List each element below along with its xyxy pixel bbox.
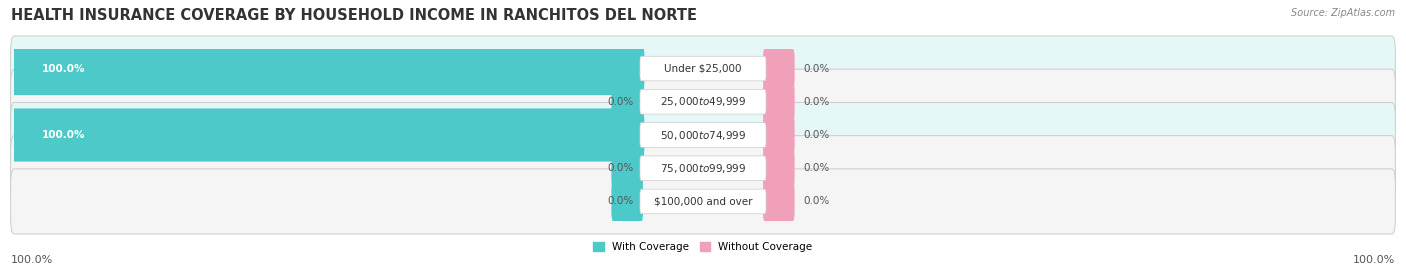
Text: $25,000 to $49,999: $25,000 to $49,999 xyxy=(659,95,747,108)
Text: 0.0%: 0.0% xyxy=(803,163,830,173)
Text: 100.0%: 100.0% xyxy=(42,63,86,73)
FancyBboxPatch shape xyxy=(11,109,644,161)
FancyBboxPatch shape xyxy=(640,123,766,147)
Text: HEALTH INSURANCE COVERAGE BY HOUSEHOLD INCOME IN RANCHITOS DEL NORTE: HEALTH INSURANCE COVERAGE BY HOUSEHOLD I… xyxy=(11,8,697,23)
FancyBboxPatch shape xyxy=(612,82,643,122)
FancyBboxPatch shape xyxy=(11,136,1395,201)
FancyBboxPatch shape xyxy=(640,89,766,114)
Text: 0.0%: 0.0% xyxy=(803,63,830,73)
Text: $50,000 to $74,999: $50,000 to $74,999 xyxy=(659,129,747,141)
Text: 0.0%: 0.0% xyxy=(607,163,634,173)
Text: 0.0%: 0.0% xyxy=(607,97,634,107)
Text: 0.0%: 0.0% xyxy=(803,97,830,107)
FancyBboxPatch shape xyxy=(640,56,766,81)
FancyBboxPatch shape xyxy=(11,102,1395,168)
FancyBboxPatch shape xyxy=(11,36,1395,101)
FancyBboxPatch shape xyxy=(11,69,1395,134)
FancyBboxPatch shape xyxy=(763,148,794,188)
Legend: With Coverage, Without Coverage: With Coverage, Without Coverage xyxy=(592,240,814,254)
Text: Source: ZipAtlas.com: Source: ZipAtlas.com xyxy=(1291,8,1395,18)
FancyBboxPatch shape xyxy=(612,181,643,221)
FancyBboxPatch shape xyxy=(763,115,794,155)
Text: 0.0%: 0.0% xyxy=(607,197,634,207)
FancyBboxPatch shape xyxy=(763,49,794,89)
FancyBboxPatch shape xyxy=(11,42,644,95)
FancyBboxPatch shape xyxy=(640,156,766,181)
Text: 100.0%: 100.0% xyxy=(1353,255,1395,265)
Text: 100.0%: 100.0% xyxy=(11,255,53,265)
FancyBboxPatch shape xyxy=(763,181,794,221)
Text: 0.0%: 0.0% xyxy=(803,197,830,207)
FancyBboxPatch shape xyxy=(763,82,794,122)
Text: $100,000 and over: $100,000 and over xyxy=(654,197,752,207)
FancyBboxPatch shape xyxy=(640,189,766,214)
Text: 0.0%: 0.0% xyxy=(803,130,830,140)
Text: Under $25,000: Under $25,000 xyxy=(664,63,742,73)
FancyBboxPatch shape xyxy=(11,169,1395,234)
FancyBboxPatch shape xyxy=(612,148,643,188)
Text: 100.0%: 100.0% xyxy=(42,130,86,140)
Text: $75,000 to $99,999: $75,000 to $99,999 xyxy=(659,162,747,175)
